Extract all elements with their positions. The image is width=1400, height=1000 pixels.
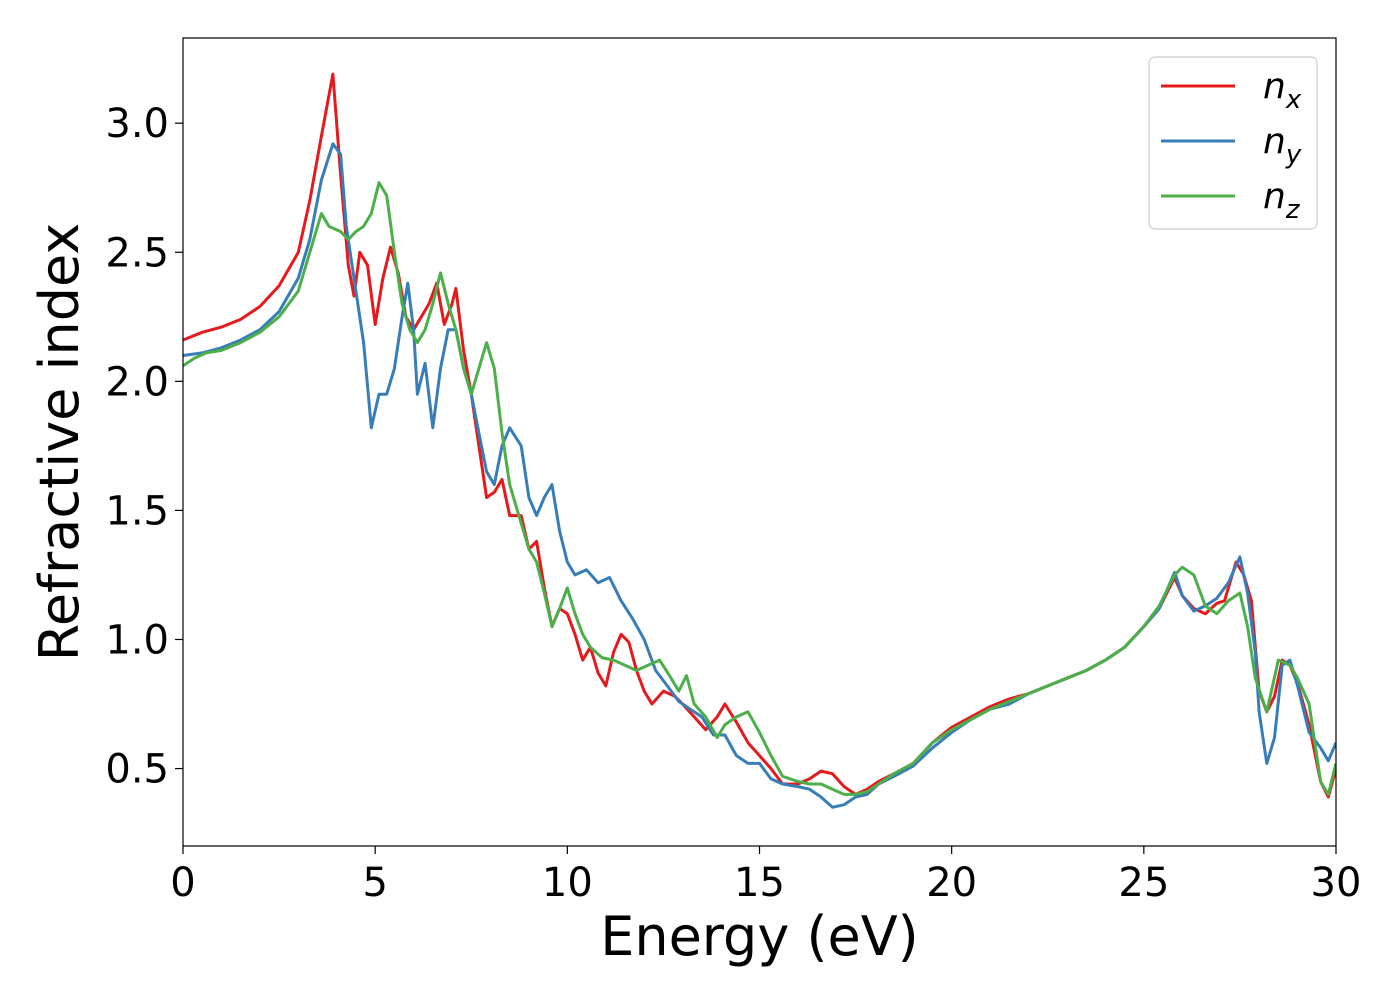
x-axis-title: Energy (eV) bbox=[600, 905, 919, 968]
x-tick-label: 15 bbox=[734, 860, 785, 906]
series-line-ny bbox=[183, 142, 1336, 809]
x-tick-label: 0 bbox=[170, 860, 195, 906]
x-tick-label: 20 bbox=[926, 860, 977, 906]
y-axis-title: Refractive index bbox=[28, 223, 91, 662]
y-tick-label: 3.0 bbox=[105, 101, 169, 147]
x-tick-label: 30 bbox=[1311, 860, 1362, 906]
y-tick-label: 1.0 bbox=[105, 617, 169, 663]
y-tick-label: 0.5 bbox=[105, 747, 169, 793]
y-axis: 0.5 1.0 1.5 2.0 2.5 3.0 bbox=[105, 101, 183, 793]
legend-box bbox=[1148, 56, 1318, 230]
series-layer bbox=[183, 72, 1336, 809]
series-line-nz bbox=[183, 181, 1336, 796]
y-tick-label: 1.5 bbox=[105, 488, 169, 534]
x-tick-label: 10 bbox=[542, 860, 593, 906]
x-axis: 0 5 10 15 20 25 30 bbox=[170, 846, 1361, 906]
x-tick-label: 25 bbox=[1118, 860, 1169, 906]
y-tick-label: 2.0 bbox=[105, 359, 169, 405]
y-tick-label: 2.5 bbox=[105, 230, 169, 276]
x-tick-label: 5 bbox=[362, 860, 387, 906]
